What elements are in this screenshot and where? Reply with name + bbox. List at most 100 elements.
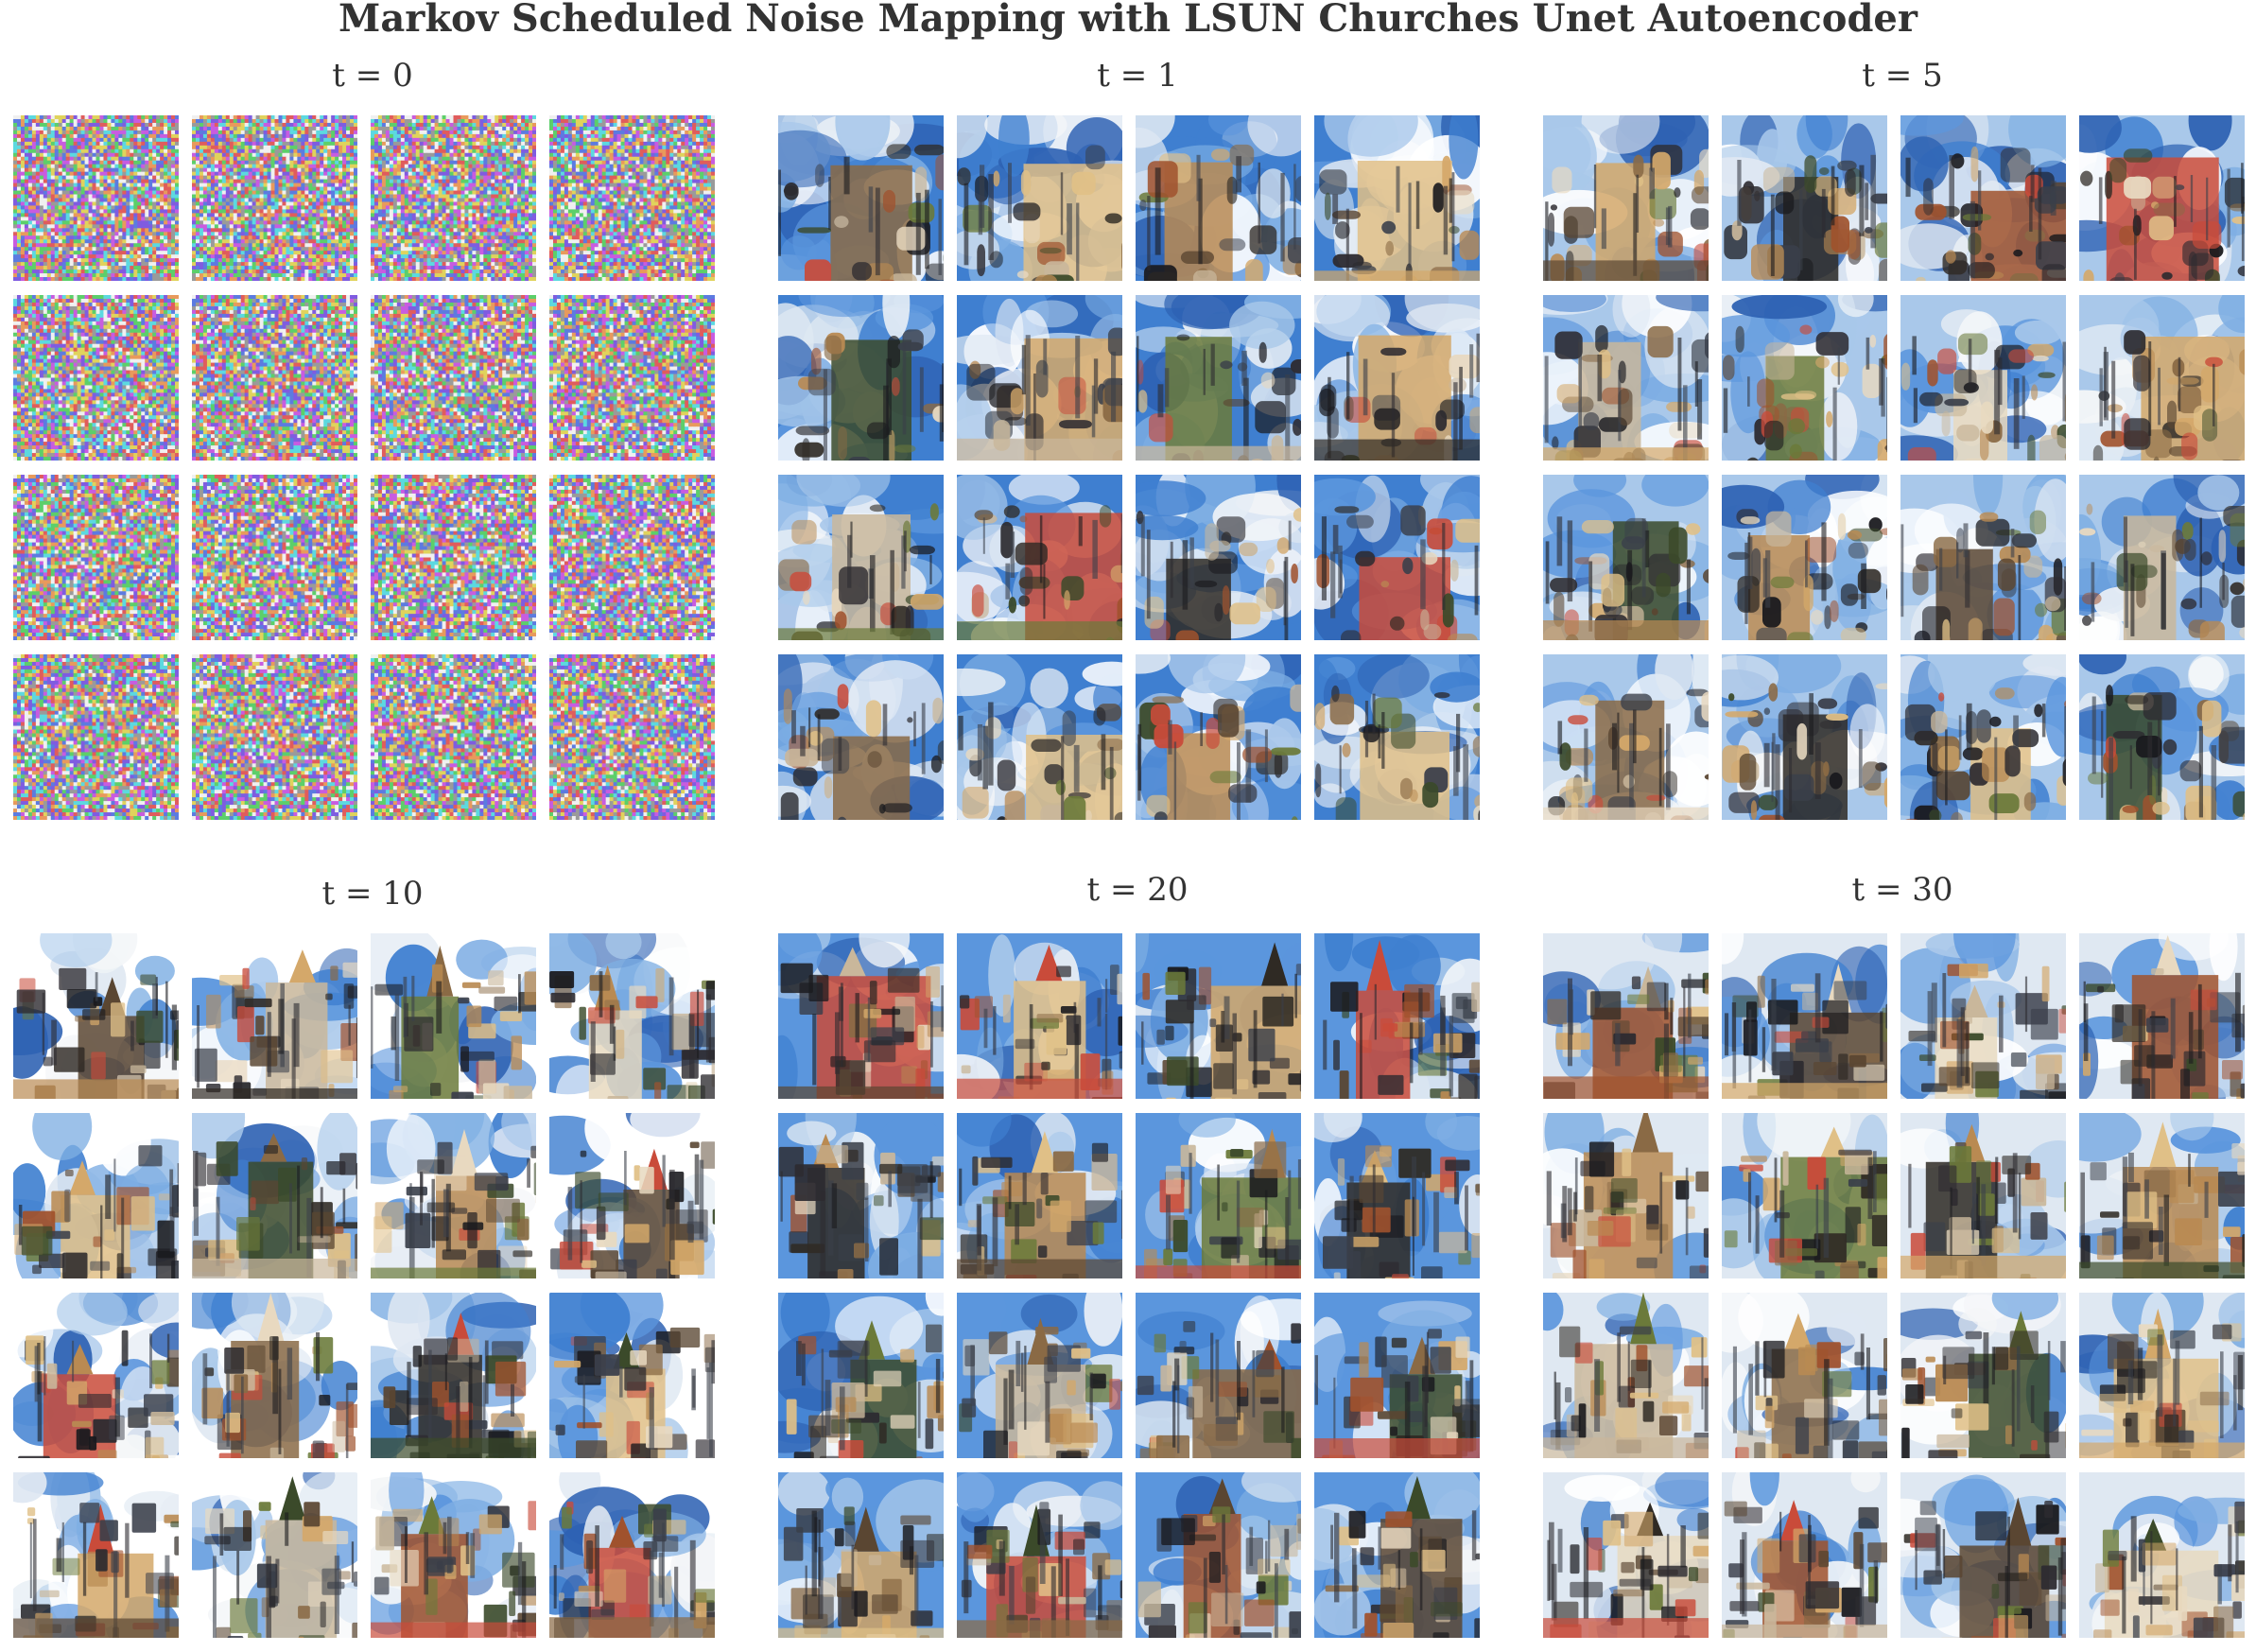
panel-title-t30: t = 30 xyxy=(1543,871,2256,909)
sample-image xyxy=(192,295,357,461)
sample-image xyxy=(1136,295,1301,461)
sample-image xyxy=(1543,1293,1709,1458)
sample-image xyxy=(1314,1113,1480,1278)
sample-image xyxy=(13,654,179,820)
sample-image xyxy=(549,933,715,1099)
sample-image xyxy=(1722,933,1887,1099)
sample-image xyxy=(1722,295,1887,461)
sample-image xyxy=(778,295,944,461)
sample-image xyxy=(549,1472,715,1638)
sample-image xyxy=(1314,933,1480,1099)
sample-image xyxy=(13,1293,179,1458)
sample-image xyxy=(192,654,357,820)
sample-image xyxy=(1900,1113,2066,1278)
sample-image xyxy=(957,115,1122,281)
sample-image xyxy=(957,1113,1122,1278)
sample-image xyxy=(2079,115,2245,281)
sample-image xyxy=(957,475,1122,640)
sample-image xyxy=(2079,475,2245,640)
sample-image xyxy=(1900,1293,2066,1458)
sample-image xyxy=(1722,475,1887,640)
sample-image xyxy=(371,933,536,1099)
sample-image xyxy=(1900,654,2066,820)
sample-image xyxy=(13,295,179,461)
sample-image xyxy=(1900,475,2066,640)
sample-image xyxy=(549,1113,715,1278)
image-grid-t1 xyxy=(778,115,1497,834)
sample-image xyxy=(13,475,179,640)
sample-image xyxy=(2079,654,2245,820)
sample-image xyxy=(1722,654,1887,820)
sample-image xyxy=(2079,1113,2245,1278)
sample-image xyxy=(371,1113,536,1278)
panel-title-t20: t = 20 xyxy=(778,871,1497,909)
sample-image xyxy=(192,1293,357,1458)
sample-image xyxy=(778,1113,944,1278)
sample-image xyxy=(1136,115,1301,281)
panel-title-t10: t = 10 xyxy=(13,875,732,913)
sample-image xyxy=(549,115,715,281)
sample-image xyxy=(957,295,1122,461)
sample-image xyxy=(1900,115,2066,281)
sample-image xyxy=(13,1472,179,1638)
sample-image xyxy=(1722,1113,1887,1278)
sample-image xyxy=(371,295,536,461)
sample-image xyxy=(1722,1293,1887,1458)
sample-image xyxy=(371,475,536,640)
sample-image xyxy=(1722,115,1887,281)
sample-image xyxy=(2079,1472,2245,1638)
sample-image xyxy=(778,654,944,820)
sample-image xyxy=(13,933,179,1099)
sample-image xyxy=(1900,295,2066,461)
sample-image xyxy=(192,115,357,281)
sample-image xyxy=(13,115,179,281)
sample-image xyxy=(13,1113,179,1278)
sample-image xyxy=(2079,1293,2245,1458)
figure-title: Markov Scheduled Noise Mapping with LSUN… xyxy=(0,0,2256,38)
panel-title-t0: t = 0 xyxy=(13,57,732,95)
sample-image xyxy=(1900,933,2066,1099)
image-grid-t0 xyxy=(13,115,732,834)
sample-image xyxy=(2079,933,2245,1099)
sample-image xyxy=(1136,1113,1301,1278)
panel-title-t1: t = 1 xyxy=(778,57,1497,95)
sample-image xyxy=(957,1293,1122,1458)
sample-image xyxy=(778,1472,944,1638)
sample-image xyxy=(549,295,715,461)
sample-image xyxy=(1900,1472,2066,1638)
sample-image xyxy=(1314,1293,1480,1458)
sample-image xyxy=(192,1472,357,1638)
sample-image xyxy=(371,1293,536,1458)
sample-image xyxy=(1543,933,1709,1099)
sample-image xyxy=(778,933,944,1099)
sample-image xyxy=(2079,295,2245,461)
image-grid-t10 xyxy=(13,933,732,1652)
sample-image xyxy=(192,933,357,1099)
sample-image xyxy=(1543,115,1709,281)
sample-image xyxy=(549,654,715,820)
sample-image xyxy=(957,654,1122,820)
panel-title-t5: t = 5 xyxy=(1543,57,2256,95)
sample-image xyxy=(192,475,357,640)
sample-image xyxy=(1314,295,1480,461)
sample-image xyxy=(1136,1293,1301,1458)
image-grid-t20 xyxy=(778,933,1497,1652)
sample-image xyxy=(371,115,536,281)
sample-image xyxy=(549,1293,715,1458)
sample-image xyxy=(549,475,715,640)
sample-image xyxy=(1314,475,1480,640)
sample-image xyxy=(1722,1472,1887,1638)
sample-image xyxy=(1314,1472,1480,1638)
sample-image xyxy=(778,115,944,281)
image-grid-t30 xyxy=(1543,933,2256,1652)
sample-image xyxy=(1314,654,1480,820)
sample-image xyxy=(1136,1472,1301,1638)
sample-image xyxy=(1136,475,1301,640)
sample-image xyxy=(1136,654,1301,820)
sample-image xyxy=(1136,933,1301,1099)
sample-image xyxy=(957,1472,1122,1638)
sample-image xyxy=(1543,475,1709,640)
sample-image xyxy=(1543,295,1709,461)
sample-image xyxy=(371,654,536,820)
sample-image xyxy=(778,475,944,640)
